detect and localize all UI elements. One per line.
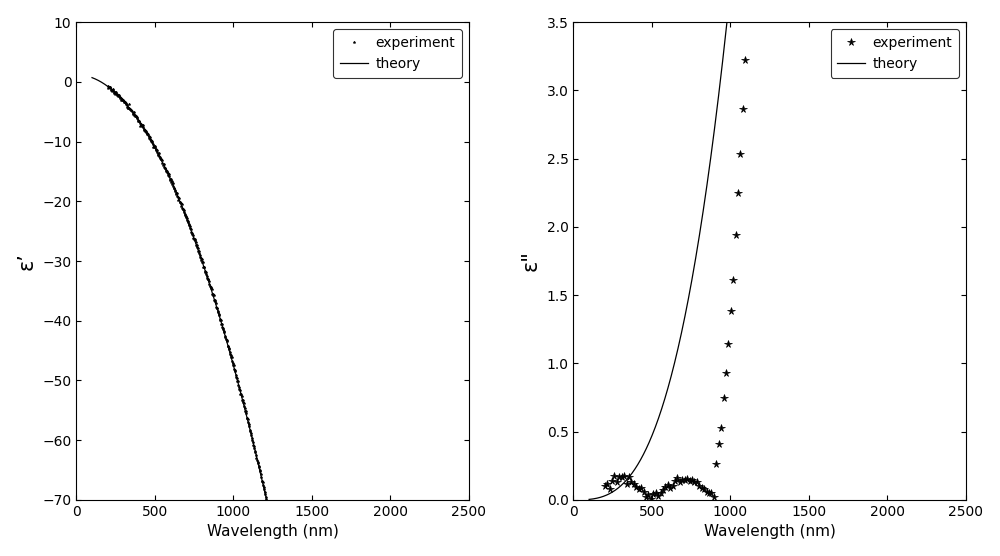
theory [633,459,645,466]
theory [150,146,162,152]
experiment [216,321,228,327]
theory [583,496,595,503]
X-axis label: Wavelength (nm): Wavelength (nm) [207,524,338,539]
theory [136,122,148,129]
Line: theory: theory [589,0,966,499]
Line: theory: theory [92,78,469,556]
Line: experiment: experiment [106,85,470,556]
theory [213,311,225,318]
theory [647,431,659,438]
experiment [720,370,732,376]
theory [710,113,722,120]
experiment [102,83,114,90]
Line: experiment: experiment [601,0,970,503]
Legend: experiment, theory: experiment, theory [831,29,959,78]
experiment [203,281,215,287]
theory [86,75,98,81]
experiment [599,483,611,490]
theory [249,449,261,455]
experiment [190,241,202,248]
Legend: experiment, theory: experiment, theory [333,29,462,78]
Y-axis label: ε’: ε’ [17,252,37,270]
Y-axis label: ε": ε" [521,251,541,271]
X-axis label: Wavelength (nm): Wavelength (nm) [704,524,836,539]
experiment [645,495,657,502]
